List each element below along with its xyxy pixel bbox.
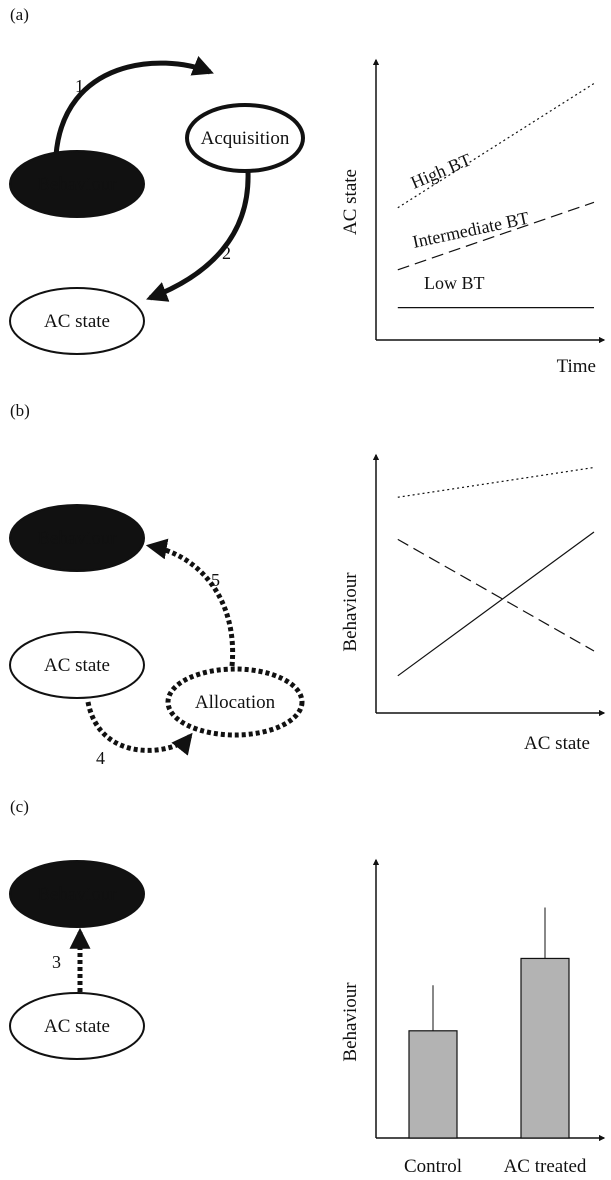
node-ac-state (9, 992, 145, 1060)
node-behaviour (9, 860, 145, 928)
series-dotted-line (397, 466, 595, 498)
arrow-5-label: 5 (211, 570, 220, 590)
panel-b-diagram: Behaviour AC state Allocation 4 5 (9, 504, 305, 768)
series-low-bt-label: Low BT (424, 273, 485, 293)
tick-label-control: Control (404, 1156, 462, 1177)
node-behaviour (9, 504, 145, 572)
bar-control (408, 1030, 458, 1139)
node-allocation-label: Allocation (195, 692, 276, 713)
panel-a-diagram: 1 2 Behaviour Acquisition AC state (9, 56, 305, 355)
chart-b: Behaviour AC state (340, 453, 606, 754)
node-acquisition (185, 103, 305, 173)
node-ac-state (9, 287, 145, 355)
arrow-1-label: 1 (75, 76, 84, 96)
series-dashed-line (397, 538, 595, 652)
series-solid-line (397, 531, 595, 677)
arrow-4-label: 4 (96, 748, 105, 768)
chart-a: AC state Time High BT Intermediate BT Lo… (340, 58, 606, 377)
node-behaviour-label: Behaviour (37, 884, 117, 905)
arrow-2-label: 2 (222, 243, 231, 263)
node-ac-state-label: AC state (44, 311, 110, 332)
series-intermediate-bt-line (397, 201, 595, 271)
arrow-3-label: 3 (52, 952, 61, 972)
node-acquisition-label: Acquisition (201, 128, 290, 149)
arrow-5 (145, 538, 236, 667)
arrow-1 (53, 56, 214, 156)
panel-b-label: (b) (10, 401, 30, 420)
node-ac-state-label: AC state (44, 655, 110, 676)
node-ac-state (9, 631, 145, 699)
panel-c-label: (c) (10, 797, 29, 816)
node-allocation (165, 666, 305, 738)
chart-a-ylabel: AC state (340, 169, 361, 235)
bar-ac-treated (520, 957, 570, 1139)
node-ac-state-label: AC state (44, 1016, 110, 1037)
panel-a-label: (a) (10, 5, 29, 24)
series-high-bt-label: High BT (408, 149, 474, 192)
arrow-2 (146, 171, 251, 302)
chart-c: Behaviour Control AC treated (340, 858, 606, 1177)
tick-label-ac-treated: AC treated (504, 1156, 587, 1177)
chart-a-xlabel: Time (557, 356, 596, 377)
arrow-4 (85, 701, 193, 756)
series-high-bt-line (397, 82, 595, 209)
chart-b-xlabel: AC state (524, 733, 590, 754)
chart-b-ylabel: Behaviour (340, 572, 361, 652)
node-behaviour (9, 150, 145, 218)
node-behaviour-label: Behaviour (37, 174, 117, 195)
panel-c-diagram: Behaviour AC state 3 (9, 860, 145, 1060)
chart-c-ylabel: Behaviour (340, 982, 361, 1062)
node-behaviour-label: Behaviour (37, 528, 117, 549)
